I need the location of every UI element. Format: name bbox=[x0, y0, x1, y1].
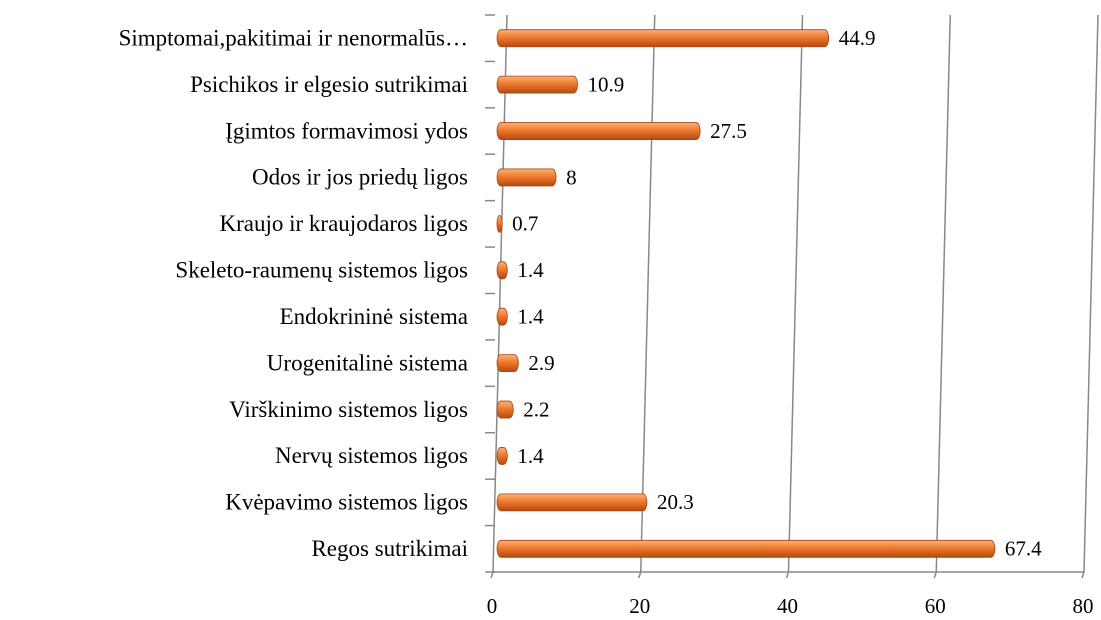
value-label: 10.9 bbox=[588, 72, 625, 96]
x-tick-label: 0 bbox=[487, 594, 498, 618]
y-tick-label: Urogenitalinė sistema bbox=[267, 350, 468, 375]
bar bbox=[496, 214, 503, 233]
value-label: 1.4 bbox=[517, 305, 544, 329]
y-tick-label: Kraujo ir kraujodaros ligos bbox=[220, 211, 469, 236]
y-tick-label: Simptomai,pakitimai ir nenormalūs… bbox=[119, 25, 468, 50]
bar bbox=[496, 29, 830, 48]
bar bbox=[496, 307, 508, 326]
grid-line bbox=[787, 14, 804, 573]
y-tick-label: Psichikos ir elgesio sutrikimai bbox=[190, 72, 468, 97]
tick-mark bbox=[785, 571, 790, 579]
grid-line bbox=[935, 14, 951, 573]
value-label: 44.9 bbox=[839, 26, 876, 50]
value-label: 2.2 bbox=[523, 397, 549, 421]
bar bbox=[496, 354, 519, 373]
y-tick-label: Skeleto-raumenų sistemos ligos bbox=[175, 258, 468, 283]
x-tick-label: 60 bbox=[925, 594, 946, 618]
bar bbox=[496, 447, 508, 465]
grid-line bbox=[640, 14, 656, 573]
bar bbox=[496, 122, 701, 140]
y-tick-label: Endokrininė sistema bbox=[280, 304, 468, 329]
value-label: 1.4 bbox=[517, 258, 544, 282]
value-label: 2.9 bbox=[528, 351, 554, 375]
value-label: 27.5 bbox=[710, 119, 747, 143]
bar bbox=[496, 75, 578, 94]
value-label: 20.3 bbox=[657, 490, 694, 514]
y-tick-label: Nervų sistemos ligos bbox=[275, 443, 468, 468]
grid-line bbox=[492, 14, 508, 573]
bar bbox=[496, 261, 508, 280]
y-tick-label: Regos sutrikimai bbox=[311, 536, 468, 561]
tick-mark bbox=[490, 571, 494, 579]
tick-mark bbox=[1081, 571, 1085, 579]
value-label: 1.4 bbox=[517, 444, 544, 468]
tick-mark bbox=[933, 571, 937, 579]
x-tick-label: 80 bbox=[1073, 594, 1094, 618]
bar bbox=[496, 493, 648, 512]
value-label: 67.4 bbox=[1005, 537, 1042, 561]
bar bbox=[496, 168, 557, 187]
y-tick-label: Virškinimo sistemos ligos bbox=[229, 397, 468, 422]
grid-line bbox=[1083, 14, 1099, 573]
value-label: 8 bbox=[566, 165, 577, 189]
bar bbox=[496, 400, 514, 419]
x-tick-label: 20 bbox=[629, 594, 650, 618]
y-tick-label: Įgimtos formavimosi ydos bbox=[225, 118, 468, 143]
value-label: 0.7 bbox=[512, 212, 538, 236]
y-tick-label: Kvėpavimo sistemos ligos bbox=[225, 490, 468, 515]
x-tick-label: 40 bbox=[777, 594, 798, 618]
y-tick-label: Odos ir jos priedų ligos bbox=[252, 165, 468, 190]
bar bbox=[496, 539, 996, 558]
tick-mark bbox=[638, 571, 642, 579]
